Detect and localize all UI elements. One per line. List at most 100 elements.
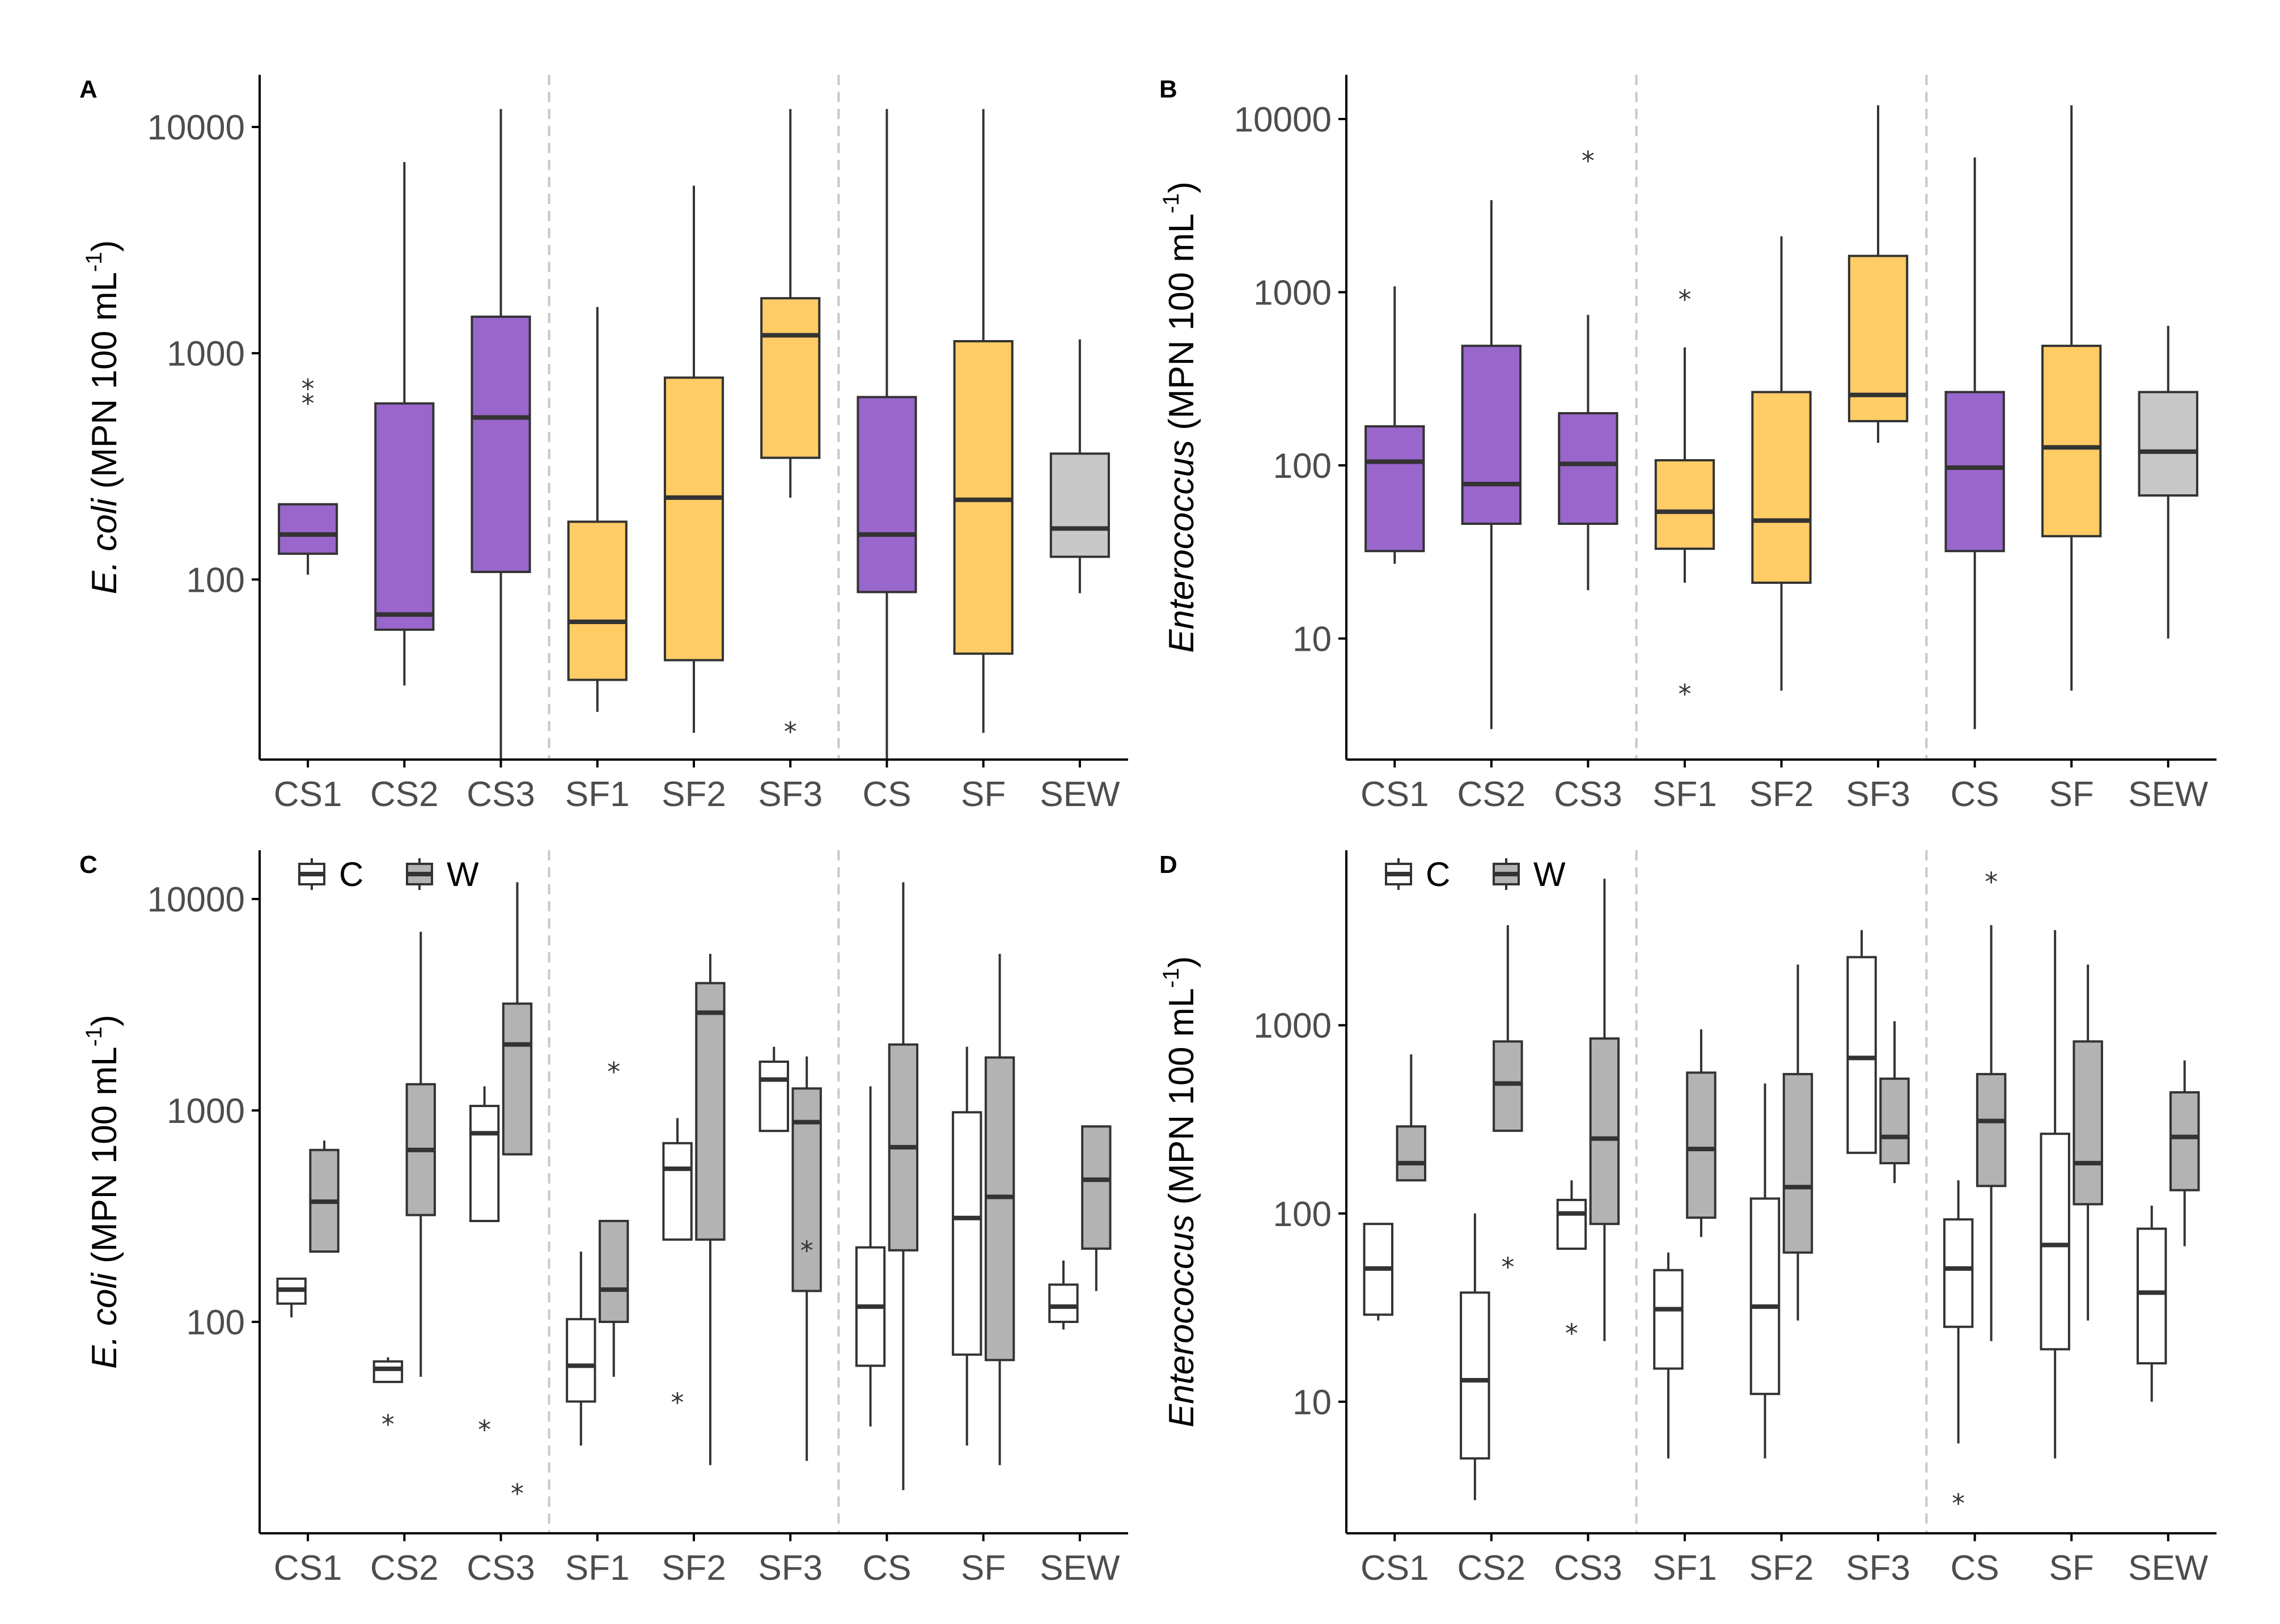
legend-label: C bbox=[1426, 855, 1450, 893]
iqr-box bbox=[599, 1220, 629, 1323]
box-cs bbox=[1944, 157, 2005, 730]
outlier-point: * bbox=[302, 374, 315, 404]
iqr-box bbox=[2169, 1091, 2200, 1192]
box-cs2-w: * bbox=[1493, 925, 1523, 1283]
outlier-point: * bbox=[511, 1478, 524, 1509]
iqr-box bbox=[952, 1111, 982, 1356]
x-tick-label: SF2 bbox=[662, 775, 726, 814]
box-cs3-c: * bbox=[469, 1086, 500, 1445]
x-tick-label: SF1 bbox=[565, 775, 630, 814]
x-tick-label: SF bbox=[2049, 1549, 2094, 1588]
box-cs-c: * bbox=[1943, 1180, 1974, 1519]
box-cs3-w bbox=[1589, 879, 1620, 1341]
x-tick-label: CS2 bbox=[1457, 1549, 1526, 1588]
legend-item-c: C bbox=[298, 855, 363, 893]
x-tick-label: CS3 bbox=[467, 1549, 535, 1588]
y-tick-label: 1000 bbox=[1253, 1007, 1332, 1046]
box-cs-c bbox=[855, 1086, 886, 1427]
x-tick-label: SF3 bbox=[1846, 1549, 1910, 1588]
box-sf3-c bbox=[1846, 930, 1877, 1154]
x-tick-label: SF1 bbox=[565, 1549, 630, 1588]
box-sf2-c: * bbox=[662, 1118, 693, 1418]
box-sf-c bbox=[2040, 930, 2070, 1458]
box-cs2-c: * bbox=[372, 1357, 404, 1440]
outlier-point: * bbox=[800, 1236, 813, 1266]
outlier-point: * bbox=[671, 1388, 684, 1418]
box-sf bbox=[2041, 105, 2102, 691]
box-cs2-w bbox=[405, 931, 436, 1377]
outlier-point: * bbox=[1582, 146, 1595, 176]
iqr-box bbox=[984, 1056, 1015, 1362]
iqr-box bbox=[471, 315, 531, 573]
iqr-box bbox=[372, 1360, 404, 1383]
iqr-box bbox=[760, 297, 821, 459]
y-tick-label: 10 bbox=[1292, 620, 1332, 659]
box-cs3-c: * bbox=[1556, 1180, 1587, 1349]
y-tick-label: 10000 bbox=[147, 880, 245, 919]
iqr-box bbox=[2041, 345, 2102, 537]
y-tick-label: 10 bbox=[1292, 1383, 1332, 1422]
iqr-box bbox=[567, 520, 628, 681]
iqr-box bbox=[278, 503, 338, 555]
y-axis-label: E. coli (MPN 100 mL-1) bbox=[82, 240, 124, 595]
box-sf3-c bbox=[758, 1046, 789, 1133]
iqr-box bbox=[2136, 1227, 2167, 1365]
iqr-box bbox=[1081, 1125, 1112, 1250]
y-axis-label: Enterococcus (MPN 100 mL-1) bbox=[1159, 956, 1201, 1428]
outlier-point: * bbox=[382, 1409, 395, 1440]
iqr-box bbox=[695, 982, 726, 1241]
y-tick-label: 100 bbox=[1273, 1195, 1332, 1234]
x-tick-label: SF bbox=[961, 775, 1006, 814]
x-tick-label: SF1 bbox=[1652, 1549, 1717, 1588]
x-tick-label: SF3 bbox=[758, 1549, 823, 1588]
outlier-point: * bbox=[1952, 1489, 1965, 1519]
box-cs3-w: * bbox=[502, 882, 533, 1509]
box-cs2-c bbox=[1460, 1213, 1490, 1500]
box-sew-w bbox=[2169, 1060, 2200, 1246]
x-tick-label: SF2 bbox=[662, 1549, 726, 1588]
y-tick-label: 10000 bbox=[1234, 100, 1332, 139]
iqr-box bbox=[502, 1002, 533, 1156]
legend-item-w: W bbox=[1493, 855, 1566, 893]
box-sew-c bbox=[1048, 1260, 1079, 1330]
y-axis-label: E. coli (MPN 100 mL-1) bbox=[82, 1015, 124, 1369]
box-sf2-c bbox=[1749, 1083, 1781, 1458]
outlier-point: * bbox=[478, 1415, 491, 1445]
box-sf bbox=[953, 109, 1014, 733]
panel-label: B bbox=[1159, 75, 1177, 103]
iqr-box bbox=[1396, 1125, 1427, 1182]
iqr-box bbox=[1686, 1071, 1717, 1219]
x-tick-label: CS bbox=[862, 775, 911, 814]
y-tick-label: 100 bbox=[1273, 447, 1332, 486]
outlier-point: * bbox=[1985, 867, 1998, 897]
panel-label: D bbox=[1159, 851, 1177, 879]
box-cs1-w bbox=[1396, 1054, 1427, 1182]
iqr-box bbox=[374, 402, 435, 631]
x-tick-label: CS bbox=[862, 1549, 911, 1588]
box-sew-c bbox=[2136, 1206, 2167, 1402]
box-sf-w bbox=[984, 953, 1015, 1465]
legend-item-w: W bbox=[406, 855, 479, 893]
legend-label: W bbox=[1533, 855, 1566, 893]
iqr-box bbox=[1943, 1218, 1974, 1328]
x-tick-label: CS bbox=[1951, 775, 1999, 814]
panel-label: A bbox=[79, 75, 98, 103]
box-sf-w bbox=[2073, 964, 2103, 1321]
outlier-point: * bbox=[1678, 679, 1691, 709]
y-axis-label: Enterococcus (MPN 100 mL-1) bbox=[1159, 181, 1201, 653]
outlier-point: * bbox=[784, 716, 797, 747]
box-cs1: ** bbox=[278, 374, 338, 575]
panel-c: C * * * * * * 100 1000 10000 CS1 CS2 CS3 SF1 SF2 SF3 CS S… bbox=[79, 850, 1128, 1588]
box-cs1-c bbox=[276, 1277, 307, 1318]
x-tick-label: SF3 bbox=[1846, 775, 1910, 814]
x-tick-label: CS1 bbox=[1361, 775, 1429, 814]
x-tick-label: CS2 bbox=[370, 775, 439, 814]
y-tick-label: 1000 bbox=[167, 334, 245, 374]
box-sf2-w bbox=[1782, 964, 1813, 1321]
y-tick-label: 10000 bbox=[147, 108, 245, 147]
box-sf3: * bbox=[760, 109, 821, 747]
iqr-box bbox=[1782, 1072, 1813, 1254]
outlier-point: * bbox=[607, 1057, 620, 1087]
iqr-box bbox=[1461, 345, 1522, 525]
